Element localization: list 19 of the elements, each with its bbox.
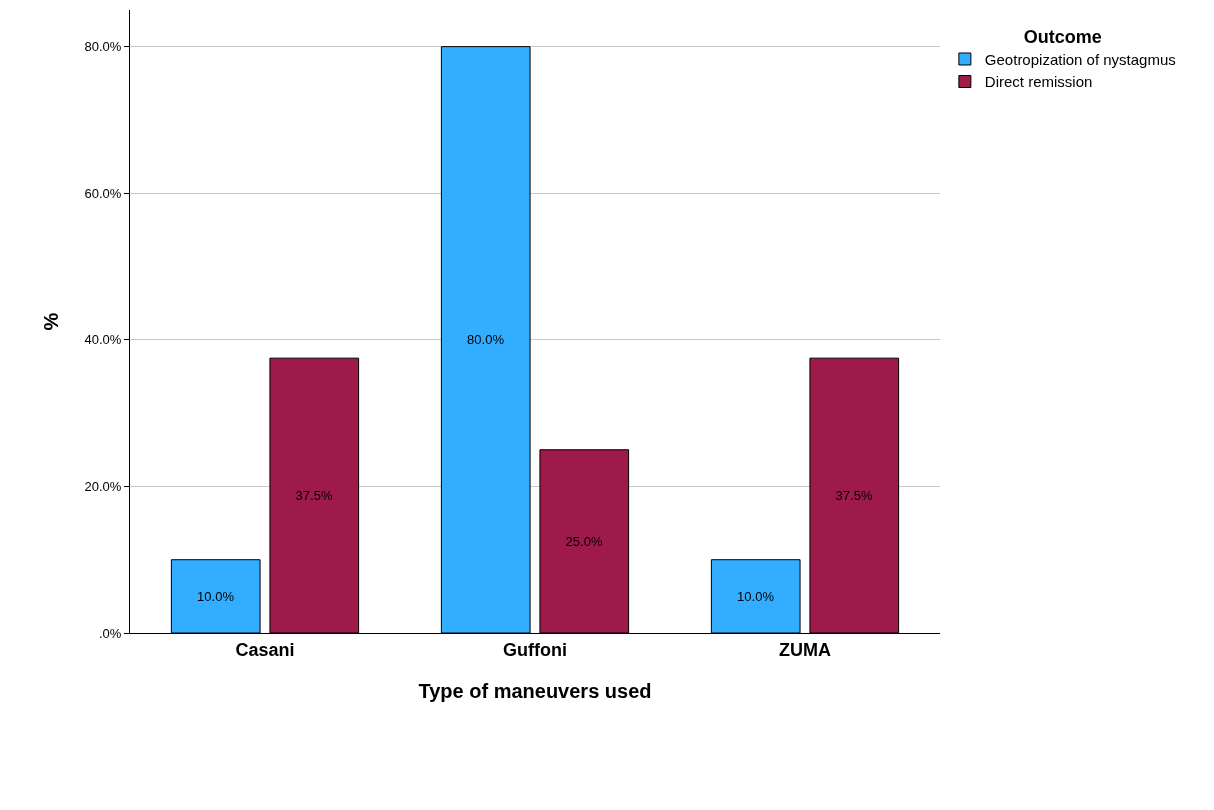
x-axis-title: Type of maneuvers used xyxy=(418,680,652,703)
y-axis-title: % xyxy=(40,312,63,331)
y-tick-label: 40.0% xyxy=(84,332,122,348)
data-label: 10.0% xyxy=(737,588,775,604)
data-label: 80.0% xyxy=(467,332,505,348)
legend-label: Geotropization of nystagmus xyxy=(984,50,1176,68)
y-tick-label: .0% xyxy=(98,625,122,641)
data-label: 37.5% xyxy=(835,488,873,504)
x-tick-label: Casani xyxy=(235,639,295,660)
y-tick-label: 80.0% xyxy=(84,39,122,55)
data-label: 37.5% xyxy=(295,488,333,504)
x-tick-label: Guffoni xyxy=(503,639,567,660)
legend-label: Direct remission xyxy=(984,73,1093,91)
legend-title: Outcome xyxy=(1023,26,1102,47)
x-tick-label: ZUMA xyxy=(779,639,831,660)
y-tick-label: 60.0% xyxy=(84,185,122,201)
y-tick-label: 20.0% xyxy=(84,478,122,494)
data-label: 10.0% xyxy=(197,588,235,604)
data-label: 25.0% xyxy=(565,533,603,549)
